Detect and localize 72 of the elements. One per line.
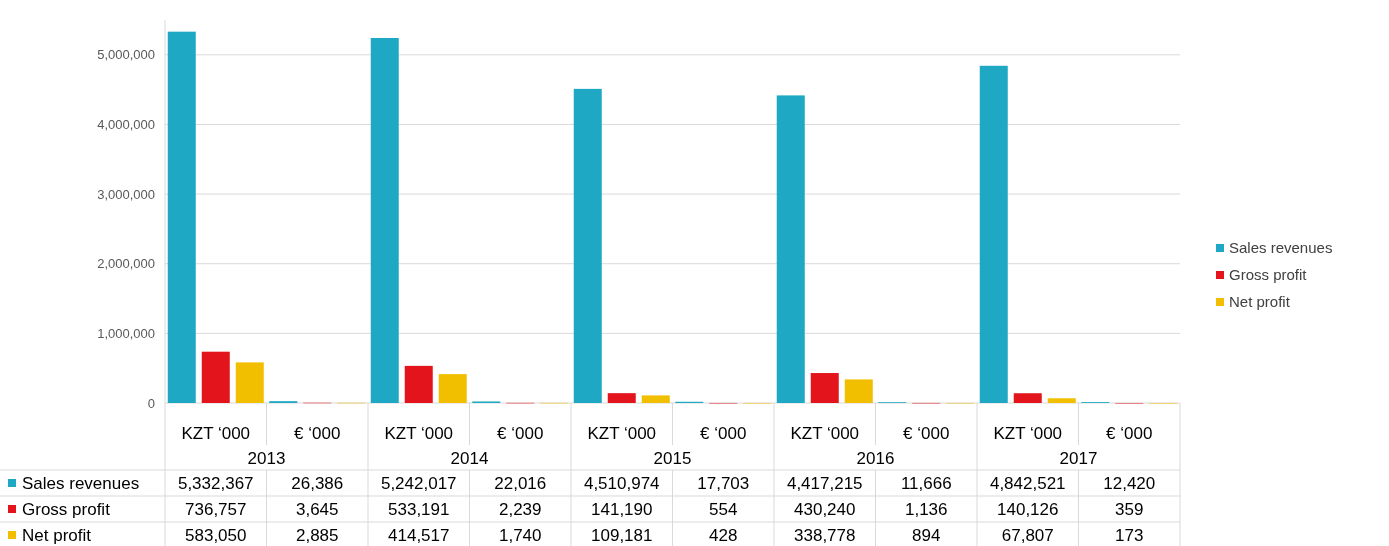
bar: [573, 88, 602, 403]
bar: [235, 362, 264, 403]
data-label: 11,666: [900, 473, 952, 493]
data-label: 109,181: [591, 525, 653, 545]
data-label: 12,420: [1103, 473, 1156, 493]
x-tick-label: € ‘000: [903, 423, 950, 443]
x-tick-label: KZT ‘000: [790, 423, 860, 443]
x-tick-label: € ‘000: [1106, 423, 1153, 443]
x-tick-label: KZT ‘000: [993, 423, 1063, 443]
data-label: 430,240: [794, 499, 856, 519]
text: 2013: [247, 448, 286, 468]
data-label: 4,417,215: [786, 473, 863, 493]
text: 2016: [856, 448, 895, 468]
bar: [641, 395, 670, 403]
bar: [201, 351, 230, 403]
data-label: 22,016: [494, 473, 547, 493]
data-label: 140,126: [997, 499, 1059, 519]
text: Sales revenues: [1229, 239, 1333, 257]
data-label: 359: [1115, 499, 1144, 519]
data-label: 2,239: [498, 499, 542, 519]
data-label: 736,757: [185, 499, 247, 519]
y-tick-label: 0: [147, 395, 155, 411]
text: Gross profit: [22, 499, 110, 519]
y-tick-label: 3,000,000: [97, 186, 155, 202]
text: 2014: [450, 448, 489, 468]
data-label: 4,842,521: [989, 473, 1066, 493]
x-tick-label: € ‘000: [700, 423, 747, 443]
x-tick-label: KZT ‘000: [181, 423, 251, 443]
bar: [1013, 393, 1042, 403]
data-label: 428: [709, 525, 738, 545]
bar: [607, 393, 636, 403]
data-label: 26,386: [291, 473, 344, 493]
data-label: 3,645: [295, 499, 339, 519]
bar: [404, 365, 433, 403]
text: Net profit: [22, 525, 91, 545]
data-label: 5,242,017: [380, 473, 457, 493]
bar: [438, 374, 467, 403]
data-label: 173: [1115, 525, 1144, 545]
data-label: 894: [912, 525, 941, 545]
bar: [979, 65, 1008, 403]
data-label: 141,190: [591, 499, 653, 519]
y-tick-label: 5,000,000: [97, 47, 155, 63]
bar: [776, 95, 805, 403]
data-label: 67,807: [1001, 525, 1054, 545]
legend-label: Gross profit: [1229, 266, 1308, 284]
text: 2015: [653, 448, 692, 468]
data-label: 338,778: [794, 525, 856, 545]
x-tick-label: KZT ‘000: [587, 423, 657, 443]
data-label: 533,191: [388, 499, 450, 519]
x-tick-label: € ‘000: [497, 423, 544, 443]
bar: [1047, 398, 1076, 403]
data-label: 414,517: [388, 525, 450, 545]
data-label: 1,136: [904, 499, 948, 519]
bar: [844, 379, 873, 403]
bar: [370, 37, 399, 403]
data-label: 583,050: [185, 525, 247, 545]
y-tick-label: 4,000,000: [97, 117, 155, 132]
x-tick-label: € ‘000: [294, 423, 341, 443]
legend-label: Sales revenues: [22, 473, 140, 493]
data-label: 4,510,974: [583, 473, 660, 493]
legend-label: Net profit: [1229, 293, 1291, 311]
x-tick-label: KZT ‘000: [384, 423, 454, 443]
text: 2017: [1059, 448, 1098, 468]
data-label: 554: [709, 499, 738, 519]
data-label: 5,332,367: [177, 473, 254, 493]
y-tick-label: 1,000,000: [97, 325, 155, 341]
data-label: 2,885: [295, 525, 339, 545]
y-tick-label: 2,000,000: [97, 256, 155, 272]
data-label: 1,740: [498, 525, 542, 545]
data-label: 17,703: [697, 473, 750, 493]
bar: [810, 373, 839, 403]
bar: [167, 31, 196, 403]
